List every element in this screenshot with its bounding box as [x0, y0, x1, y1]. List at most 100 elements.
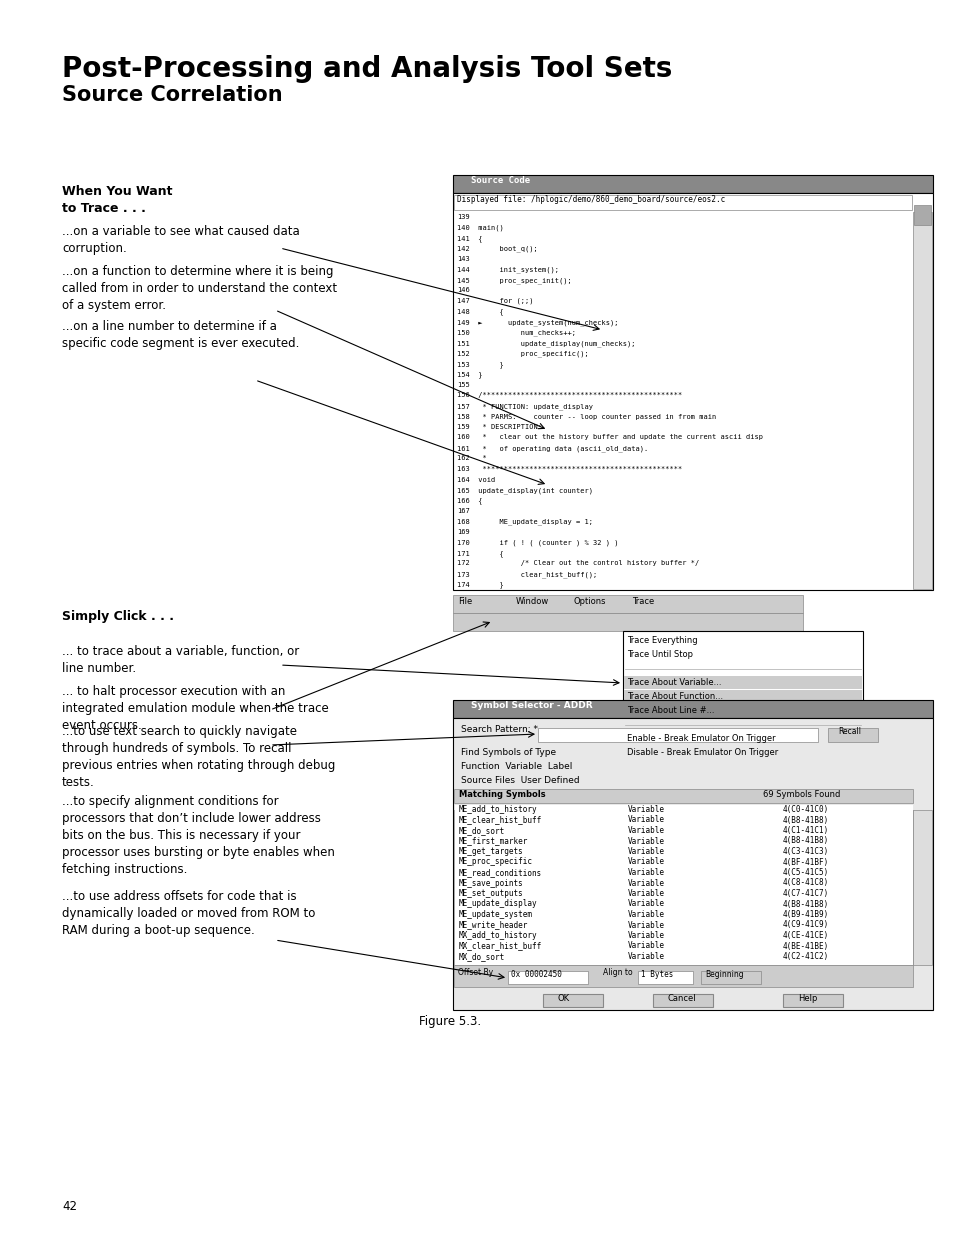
Text: 141  {: 141 {: [456, 235, 482, 242]
Text: Variable: Variable: [627, 920, 664, 930]
Text: ME_add_to_history: ME_add_to_history: [458, 805, 537, 814]
Text: Variable: Variable: [627, 847, 664, 856]
Text: 149  ►      update_system(num_checks);: 149 ► update_system(num_checks);: [456, 319, 618, 326]
Text: ...on a function to determine where it is being
called from in order to understa: ...on a function to determine where it i…: [62, 266, 336, 312]
Text: Variable: Variable: [627, 826, 664, 835]
Text: Trace: Trace: [631, 597, 654, 606]
Text: 162   *: 162 *: [456, 456, 486, 462]
Bar: [622, 631, 862, 761]
Text: When You Want
to Trace . . .: When You Want to Trace . . .: [62, 185, 172, 215]
Text: Beginning: Beginning: [704, 969, 742, 979]
Bar: [537, 727, 817, 742]
Text: 4(C1-41C1): 4(C1-41C1): [782, 826, 828, 835]
Text: 171       {: 171 {: [456, 550, 503, 557]
Text: 4(B8-41B8): 4(B8-41B8): [782, 836, 828, 846]
Text: MX_add_to_history: MX_add_to_history: [458, 931, 537, 940]
Text: 142       boot_q();: 142 boot_q();: [456, 246, 537, 252]
Text: 4(CE-41CE): 4(CE-41CE): [782, 931, 828, 940]
Text: Window: Window: [516, 597, 549, 606]
Text: 151            update_display(num_checks);: 151 update_display(num_checks);: [456, 340, 635, 347]
Text: 143: 143: [456, 256, 469, 262]
Bar: [455, 931, 912, 941]
Bar: [638, 971, 692, 984]
Text: Source Files  User Defined: Source Files User Defined: [460, 776, 579, 785]
Text: 4(C9-41C9): 4(C9-41C9): [782, 920, 828, 930]
Bar: [700, 971, 760, 984]
Text: Search Pattern: *: Search Pattern: *: [460, 725, 537, 734]
Text: 140  main(): 140 main(): [456, 225, 503, 231]
Bar: [623, 676, 862, 689]
Text: 4(C0-41C0): 4(C0-41C0): [782, 805, 828, 814]
Text: 0x 00002450: 0x 00002450: [511, 969, 561, 979]
Text: ...to use address offsets for code that is
dynamically loaded or moved from ROM : ...to use address offsets for code that …: [62, 890, 315, 937]
Text: 158   * PARMS:    counter -- loop counter passed in from main: 158 * PARMS: counter -- loop counter pas…: [456, 414, 716, 420]
Text: 42: 42: [62, 1200, 77, 1213]
Text: Source Correlation: Source Correlation: [62, 85, 282, 105]
Bar: [455, 910, 912, 920]
Text: Variable: Variable: [627, 815, 664, 825]
Text: 167: 167: [456, 508, 469, 514]
Bar: [455, 889, 912, 899]
Text: 161   *   of operating data (ascii_old_data).: 161 * of operating data (ascii_old_data)…: [456, 445, 648, 452]
Text: Figure 5.3.: Figure 5.3.: [418, 1015, 480, 1028]
Text: 4(BF-41BF): 4(BF-41BF): [782, 857, 828, 867]
Bar: [455, 847, 912, 857]
Bar: [455, 952, 912, 962]
Text: 155: 155: [456, 382, 469, 388]
Text: Variable: Variable: [627, 931, 664, 940]
Text: ME_proc_specific: ME_proc_specific: [458, 857, 533, 867]
Text: Offset By: Offset By: [457, 968, 493, 977]
Text: ME_do_sort: ME_do_sort: [458, 826, 505, 835]
Text: 169: 169: [456, 529, 469, 535]
Bar: [652, 994, 712, 1007]
Text: 148       {: 148 {: [456, 309, 503, 315]
Bar: [455, 941, 912, 951]
Text: 145       proc_spec_init();: 145 proc_spec_init();: [456, 277, 571, 284]
Text: Function  Variable  Label: Function Variable Label: [460, 762, 572, 771]
Bar: [912, 212, 931, 589]
Bar: [455, 815, 912, 825]
Bar: [455, 920, 912, 930]
Text: Trace Until Stop: Trace Until Stop: [626, 650, 692, 659]
Text: MX_do_sort: MX_do_sort: [458, 952, 505, 961]
Bar: [623, 704, 862, 718]
Text: 152            proc_specific();: 152 proc_specific();: [456, 351, 588, 357]
Text: Enable - Break Emulator On Trigger: Enable - Break Emulator On Trigger: [626, 734, 775, 743]
Text: File: File: [457, 597, 472, 606]
Text: Recall: Recall: [837, 727, 861, 736]
Text: Variable: Variable: [627, 857, 664, 867]
Text: ME_update_display: ME_update_display: [458, 899, 537, 909]
Text: Align to: Align to: [602, 968, 632, 977]
Text: ME_set_outputs: ME_set_outputs: [458, 889, 523, 898]
Bar: [455, 826, 912, 836]
Text: Variable: Variable: [627, 868, 664, 877]
Text: Variable: Variable: [627, 899, 664, 909]
Bar: [454, 965, 912, 987]
Text: 157   * FUNCTION: update_display: 157 * FUNCTION: update_display: [456, 403, 593, 410]
Text: 166  {: 166 {: [456, 498, 482, 504]
Text: Source Code: Source Code: [471, 177, 530, 185]
Text: MX_clear_hist_buff: MX_clear_hist_buff: [458, 941, 541, 951]
Bar: [507, 971, 587, 984]
Bar: [455, 899, 912, 909]
Text: ... to halt processor execution with an
integrated emulation module when the tra: ... to halt processor execution with an …: [62, 685, 329, 732]
Text: Variable: Variable: [627, 952, 664, 961]
Text: Trace Everything: Trace Everything: [626, 636, 697, 645]
Text: Help: Help: [797, 994, 817, 1003]
Text: Cancel: Cancel: [667, 994, 696, 1003]
Bar: [782, 994, 842, 1007]
Text: Variable: Variable: [627, 941, 664, 951]
Text: Post-Processing and Analysis Tool Sets: Post-Processing and Analysis Tool Sets: [62, 56, 672, 83]
Text: 154  }: 154 }: [456, 372, 482, 378]
Text: 159   * DESCRIPTION:: 159 * DESCRIPTION:: [456, 424, 541, 430]
Text: 170       if ( ! ( (counter ) % 32 ) ): 170 if ( ! ( (counter ) % 32 ) ): [456, 540, 618, 546]
Text: Variable: Variable: [627, 889, 664, 898]
Text: Variable: Variable: [627, 910, 664, 919]
Bar: [912, 810, 931, 965]
Text: 69 Symbols Found: 69 Symbols Found: [762, 790, 840, 799]
Text: ... to trace about a variable, function, or
line number.: ... to trace about a variable, function,…: [62, 645, 299, 676]
Bar: [623, 690, 862, 703]
Text: 156  /***********************************************: 156 /***********************************…: [456, 393, 681, 399]
Text: 168       ME_update_display = 1;: 168 ME_update_display = 1;: [456, 519, 593, 525]
Bar: [453, 613, 802, 631]
